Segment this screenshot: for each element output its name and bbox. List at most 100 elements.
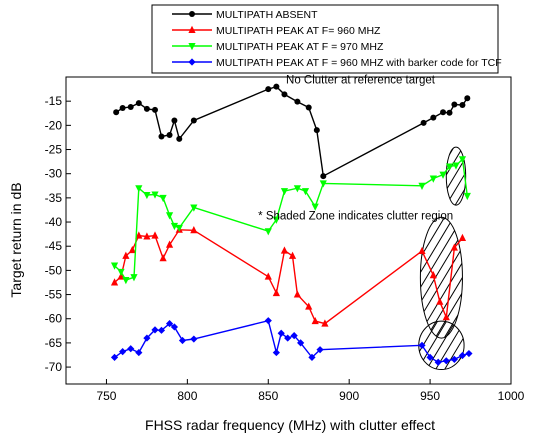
data-point	[451, 101, 458, 108]
data-point	[301, 188, 310, 196]
y-axis-title: Target return in dB	[8, 182, 24, 297]
data-point	[450, 355, 458, 363]
data-point	[143, 191, 151, 200]
data-point	[159, 254, 167, 262]
data-point	[465, 349, 473, 358]
data-point	[157, 326, 166, 334]
data-point	[418, 246, 426, 255]
axis-ticks: 750 800 850 900 950 1000 -15 -20 -25 -30 -35 -40 -45…	[45, 94, 525, 403]
data-point	[119, 348, 127, 356]
data-point	[273, 83, 280, 90]
data-point	[426, 353, 434, 362]
data-point	[316, 346, 324, 354]
zone-hatching	[446, 147, 466, 206]
data-point	[190, 204, 198, 212]
data-point	[463, 192, 471, 201]
data-point	[440, 109, 447, 116]
x-tick-label: 950	[420, 389, 440, 403]
y-tick-label: -25	[45, 143, 63, 157]
data-point	[110, 353, 119, 362]
series-4	[110, 317, 473, 366]
y-tick-label: -20	[45, 118, 63, 132]
data-point	[127, 103, 134, 110]
data-point	[293, 185, 301, 193]
annotation-text: * Shaded Zone indicates clutter region	[258, 211, 453, 223]
data-point	[151, 231, 159, 239]
data-point	[418, 341, 426, 349]
data-point	[321, 319, 329, 327]
data-point	[165, 212, 174, 220]
hatch-line	[443, 217, 463, 339]
data-point	[290, 332, 298, 340]
legend-label: MULTIPATH PEAK AT F = 970 MHZ	[216, 41, 384, 53]
data-point	[119, 104, 126, 111]
data-point	[143, 105, 150, 112]
data-point	[450, 243, 458, 251]
hatch-line	[426, 321, 457, 370]
data-point	[152, 106, 158, 113]
data-point	[297, 339, 305, 347]
data-point	[459, 102, 466, 109]
data-point	[151, 191, 159, 199]
legend-label: MULTIPATH PEAK AT F= 960 MHZ	[216, 25, 381, 37]
legend-marker	[188, 25, 196, 33]
hatch-line	[420, 217, 455, 339]
y-tick-label: -50	[45, 263, 63, 277]
y-tick-label: -30	[45, 167, 63, 181]
data-point	[280, 188, 289, 196]
legend-label: MULTIPATH PEAK AT F = 960 MHZ with barke…	[216, 57, 502, 69]
data-point	[143, 334, 151, 342]
data-point	[159, 194, 167, 203]
y-tick-label: -45	[45, 239, 63, 253]
hatch-line	[444, 321, 465, 370]
data-point	[127, 345, 135, 353]
series-2	[110, 225, 467, 327]
data-point	[122, 277, 130, 285]
data-point	[110, 262, 119, 270]
data-point	[272, 288, 280, 297]
plot-frame	[65, 76, 512, 385]
hatch-line	[446, 147, 464, 206]
data-point	[284, 334, 292, 342]
legend-marker	[188, 43, 196, 51]
annotations: No Clutter at reference target * Shaded Z…	[258, 74, 453, 222]
data-point	[293, 290, 301, 298]
data-point	[311, 203, 319, 211]
data-point	[442, 357, 450, 365]
x-tick-label: 750	[96, 389, 116, 403]
data-point	[175, 224, 183, 233]
data-point	[165, 319, 174, 328]
data-point	[458, 351, 467, 360]
data-point	[420, 119, 427, 126]
data-point	[135, 185, 143, 193]
data-point	[135, 231, 143, 239]
y-tick-label: -15	[45, 94, 63, 108]
data-point	[305, 302, 313, 310]
data-point	[280, 246, 289, 254]
y-tick-label: -35	[45, 191, 63, 205]
data-point	[135, 100, 142, 107]
x-tick-label: 850	[258, 389, 278, 403]
data-point	[166, 132, 173, 139]
data-point	[264, 317, 272, 325]
data-point	[429, 271, 437, 279]
x-tick-label: 1000	[498, 389, 525, 403]
data-point	[190, 335, 198, 343]
data-point	[429, 175, 437, 183]
legend-entry: MULTIPATH ABSENT	[172, 9, 318, 21]
data-point	[313, 127, 320, 134]
legend-label: MULTIPATH ABSENT	[216, 9, 318, 21]
data-point	[178, 336, 187, 345]
annotation-text: No Clutter at reference target	[286, 74, 436, 86]
data-point	[294, 98, 301, 105]
data-point	[122, 251, 130, 259]
x-tick-label: 900	[339, 389, 359, 403]
data-point	[418, 182, 426, 190]
data-point	[170, 222, 179, 231]
data-point	[143, 232, 151, 240]
data-point	[281, 91, 288, 98]
data-point	[264, 272, 272, 280]
legend-marker	[188, 58, 196, 66]
data-point	[319, 180, 327, 188]
hatch-line	[446, 147, 466, 206]
